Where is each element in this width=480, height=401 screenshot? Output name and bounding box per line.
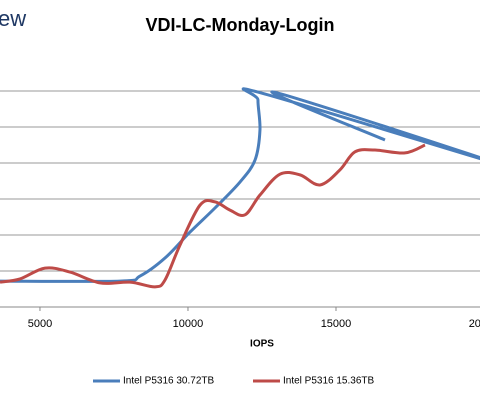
x-axis-label: IOPS	[250, 339, 274, 350]
x-tick-label: 15000	[321, 318, 352, 330]
legend-label: Intel P5316 30.72TB	[123, 376, 215, 387]
legend-label: Intel P5316 15.36TB	[283, 376, 375, 387]
x-tick-label: 5000	[28, 318, 52, 330]
chart-title: VDI-LC-Monday-Login	[146, 15, 335, 35]
series-line	[0, 87, 480, 283]
x-tick-label: 10000	[173, 318, 204, 330]
logo-fragment: ew	[0, 6, 26, 31]
x-tick-label: 20000	[469, 318, 480, 330]
series-line	[0, 143, 426, 289]
